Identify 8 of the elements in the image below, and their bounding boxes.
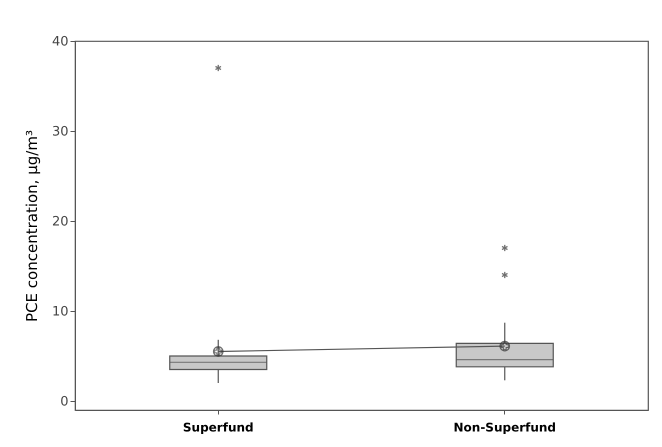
y-tick-label: 0 — [60, 394, 68, 410]
y-tick-label: 20 — [52, 214, 68, 230]
y-axis-title: PCE concentration, μg/m³ — [22, 130, 41, 322]
y-tick-label: 40 — [52, 34, 68, 50]
y-tick-label: 10 — [52, 304, 68, 320]
x-tick-label: Non-Superfund — [453, 420, 556, 434]
x-tick-label: Superfund — [182, 420, 254, 434]
y-tick-label: 30 — [52, 124, 68, 140]
